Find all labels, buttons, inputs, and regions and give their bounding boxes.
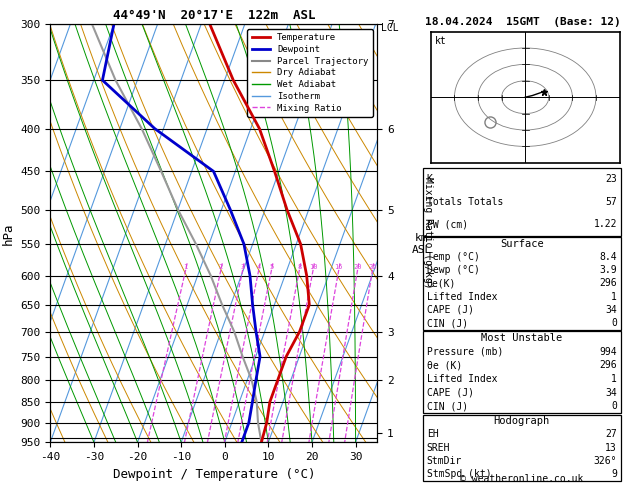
Text: 326°: 326°: [593, 456, 617, 466]
Text: kt: kt: [435, 35, 447, 46]
Text: 296: 296: [599, 360, 617, 370]
Text: 8.4: 8.4: [599, 252, 617, 262]
Text: 994: 994: [599, 347, 617, 357]
Text: 3: 3: [241, 263, 245, 270]
Text: 13: 13: [605, 443, 617, 453]
Text: Totals Totals: Totals Totals: [426, 197, 503, 207]
Bar: [423, 331, 621, 413]
Text: Lifted Index: Lifted Index: [426, 292, 497, 302]
Bar: [423, 415, 621, 481]
Text: 10: 10: [309, 263, 318, 270]
Y-axis label: hPa: hPa: [2, 222, 15, 244]
Text: 27: 27: [605, 430, 617, 439]
X-axis label: Dewpoint / Temperature (°C): Dewpoint / Temperature (°C): [113, 468, 315, 481]
Text: PW (cm): PW (cm): [426, 219, 468, 229]
Text: Most Unstable: Most Unstable: [481, 333, 562, 343]
Text: CIN (J): CIN (J): [426, 318, 468, 328]
Text: Surface: Surface: [500, 239, 543, 249]
Text: Hodograph: Hodograph: [494, 416, 550, 426]
Text: 5: 5: [269, 263, 274, 270]
Title: 44°49'N  20°17'E  122m  ASL: 44°49'N 20°17'E 122m ASL: [113, 9, 315, 22]
Text: 1: 1: [184, 263, 188, 270]
Text: 34: 34: [605, 305, 617, 315]
Text: 8: 8: [298, 263, 301, 270]
Text: 1: 1: [611, 292, 617, 302]
Legend: Temperature, Dewpoint, Parcel Trajectory, Dry Adiabat, Wet Adiabat, Isotherm, Mi: Temperature, Dewpoint, Parcel Trajectory…: [247, 29, 373, 117]
Text: 20: 20: [353, 263, 362, 270]
Text: 18.04.2024  15GMT  (Base: 12): 18.04.2024 15GMT (Base: 12): [425, 17, 621, 27]
Text: CAPE (J): CAPE (J): [426, 387, 474, 398]
Text: StmSpd (kt): StmSpd (kt): [426, 469, 491, 479]
Text: 296: 296: [599, 278, 617, 288]
Text: 0: 0: [611, 318, 617, 328]
Text: 57: 57: [605, 197, 617, 207]
Y-axis label: km
ASL: km ASL: [411, 233, 431, 255]
Text: Temp (°C): Temp (°C): [426, 252, 479, 262]
Text: θe (K): θe (K): [426, 360, 462, 370]
Text: 0: 0: [611, 401, 617, 411]
Text: 25: 25: [369, 263, 377, 270]
Text: Pressure (mb): Pressure (mb): [426, 347, 503, 357]
Text: 3.9: 3.9: [599, 265, 617, 275]
Text: 2: 2: [219, 263, 223, 270]
Text: 34: 34: [605, 387, 617, 398]
Text: 1: 1: [611, 374, 617, 384]
Text: 15: 15: [335, 263, 343, 270]
Text: θe(K): θe(K): [426, 278, 456, 288]
Bar: [423, 168, 621, 236]
Text: CIN (J): CIN (J): [426, 401, 468, 411]
Text: Lifted Index: Lifted Index: [426, 374, 497, 384]
Bar: [423, 237, 621, 330]
Text: StmDir: StmDir: [426, 456, 462, 466]
Text: © weatheronline.co.uk: © weatheronline.co.uk: [460, 473, 583, 484]
Text: 23: 23: [605, 174, 617, 184]
Text: CAPE (J): CAPE (J): [426, 305, 474, 315]
Text: Mixing Ratio (g/kg): Mixing Ratio (g/kg): [423, 177, 433, 289]
Text: 9: 9: [611, 469, 617, 479]
Text: K: K: [426, 174, 433, 184]
Text: SREH: SREH: [426, 443, 450, 453]
Text: 1.22: 1.22: [593, 219, 617, 229]
Text: 4: 4: [257, 263, 261, 270]
Text: EH: EH: [426, 430, 438, 439]
Text: Dewp (°C): Dewp (°C): [426, 265, 479, 275]
Text: LCL: LCL: [381, 23, 398, 33]
